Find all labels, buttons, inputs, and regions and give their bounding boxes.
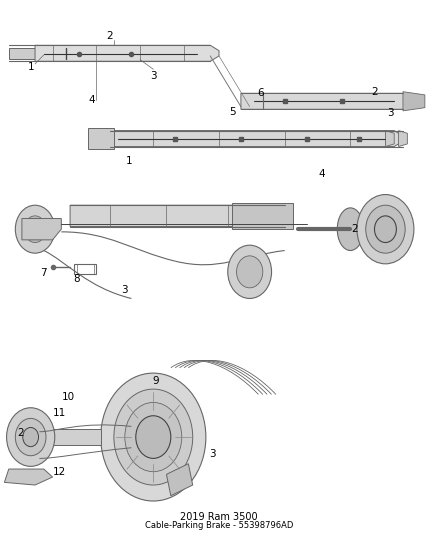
- Text: 11: 11: [53, 408, 66, 418]
- Text: 2019 Ram 3500: 2019 Ram 3500: [180, 512, 258, 522]
- Circle shape: [23, 427, 39, 447]
- Text: 5: 5: [229, 107, 236, 117]
- Text: 3: 3: [150, 71, 157, 80]
- Ellipse shape: [337, 208, 364, 251]
- Polygon shape: [9, 48, 35, 59]
- Circle shape: [366, 205, 405, 253]
- Circle shape: [24, 216, 46, 243]
- Circle shape: [228, 245, 272, 298]
- Circle shape: [136, 416, 171, 458]
- Circle shape: [15, 205, 55, 253]
- Polygon shape: [9, 429, 101, 445]
- Text: 4: 4: [88, 95, 95, 105]
- Polygon shape: [70, 205, 293, 227]
- Text: 2: 2: [106, 31, 113, 41]
- Circle shape: [15, 418, 46, 456]
- Text: 10: 10: [61, 392, 74, 402]
- Text: 3: 3: [209, 449, 216, 459]
- Text: 8: 8: [73, 274, 80, 284]
- Polygon shape: [399, 131, 407, 147]
- Polygon shape: [4, 469, 53, 485]
- Text: 6: 6: [257, 88, 264, 98]
- Text: 3: 3: [121, 286, 128, 295]
- Text: 2: 2: [351, 224, 358, 234]
- Circle shape: [357, 195, 414, 264]
- Text: 9: 9: [152, 376, 159, 386]
- Polygon shape: [241, 93, 416, 109]
- Polygon shape: [385, 131, 394, 147]
- Polygon shape: [110, 131, 403, 147]
- Circle shape: [237, 256, 263, 288]
- Circle shape: [125, 402, 182, 472]
- Polygon shape: [35, 45, 219, 61]
- Text: 4: 4: [318, 169, 325, 179]
- Circle shape: [114, 389, 193, 485]
- Text: 1: 1: [126, 156, 133, 166]
- Polygon shape: [166, 464, 193, 496]
- Text: 2: 2: [371, 87, 378, 96]
- Circle shape: [7, 408, 55, 466]
- Text: 2: 2: [18, 428, 25, 438]
- Text: 1: 1: [27, 62, 34, 71]
- Polygon shape: [22, 219, 61, 240]
- Text: 7: 7: [39, 269, 46, 278]
- Text: 12: 12: [53, 467, 66, 477]
- Polygon shape: [88, 128, 114, 149]
- Circle shape: [101, 373, 206, 501]
- Polygon shape: [403, 92, 425, 111]
- Circle shape: [374, 216, 396, 243]
- Text: Cable-Parking Brake - 55398796AD: Cable-Parking Brake - 55398796AD: [145, 521, 293, 529]
- Polygon shape: [232, 203, 293, 229]
- Text: 3: 3: [387, 108, 394, 118]
